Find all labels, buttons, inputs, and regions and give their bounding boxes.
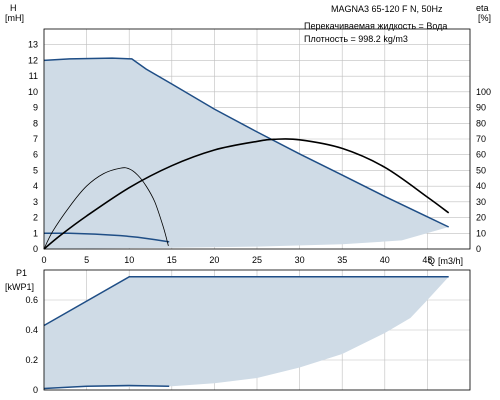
x-axis-unit: [m3/h] (438, 256, 463, 266)
bottom-plot-frame (43, 269, 471, 391)
p1-tick-label: 0.4 (25, 325, 38, 335)
x-tick-label: 30 (295, 255, 305, 265)
max-head-curve (43, 57, 450, 228)
y2-tick-label: 80 (476, 118, 486, 128)
y-tick-label: 10 (28, 87, 38, 97)
p1-tick-label: 0.6 (25, 295, 38, 305)
x-tick-label: 10 (124, 255, 134, 265)
y-tick-label: 1 (33, 228, 38, 238)
y-axis-label: H (10, 3, 17, 13)
top-tick-labels: 0 5 10 15 20 25 30 35 40 450123456789101112130102… (28, 40, 491, 265)
y2-tick-label: 70 (476, 134, 486, 144)
x-tick-label: 15 (167, 255, 177, 265)
y2-tick-label: 10 (476, 228, 486, 238)
power-plot (43, 269, 471, 391)
y2-tick-label: 60 (476, 150, 486, 160)
y-tick-label: 3 (33, 197, 38, 207)
top-plot-frame (43, 28, 471, 250)
y-tick-label: 9 (33, 103, 38, 113)
efficiency-max-curve (43, 138, 450, 250)
efficiency-min-curve (43, 167, 169, 250)
p1-axis-unit: [kWP1] (5, 282, 34, 292)
annotation-fluid: Перекачиваемая жидкость = Вода (304, 21, 447, 31)
y-tick-label: 12 (28, 55, 38, 65)
y2-tick-label: 20 (476, 213, 486, 223)
y2-tick-label: 40 (476, 181, 486, 191)
annotation-density: Плотность = 998.2 kg/m3 (304, 34, 408, 44)
x-tick-label: 25 (252, 255, 262, 265)
y-tick-label: 8 (33, 118, 38, 128)
y-tick-label: 13 (28, 40, 38, 50)
power-min-curve (43, 384, 170, 390)
chart-title: MAGNA3 65-120 F N, 50Hz (331, 4, 443, 14)
y2-tick-label: 90 (476, 103, 486, 113)
y-tick-label: 0 (33, 244, 38, 254)
x-tick-label: 20 (209, 255, 219, 265)
x-tick-label: 0 (41, 255, 46, 265)
y-tick-label: 2 (33, 213, 38, 223)
p1-axis-label: P1 (16, 268, 27, 278)
bottom-tick-labels: 0 0.2 0.4 0.6 (25, 295, 38, 395)
y2-tick-label: 0 (476, 244, 481, 254)
p1-tick-label: 0 (33, 385, 38, 395)
y-tick-label: 11 (29, 71, 38, 81)
head-efficiency-plot (43, 28, 471, 250)
y-tick-label: 7 (33, 134, 38, 144)
y-tick-label: 4 (33, 181, 38, 191)
y2-tick-label: 50 (476, 165, 486, 175)
y2-axis-label: eta (476, 3, 489, 13)
x-tick-label: 45 (422, 255, 432, 265)
power-operating-area (44, 276, 449, 390)
x-tick-label: 35 (337, 255, 347, 265)
y2-tick-label: 100 (476, 87, 491, 97)
y2-axis-unit: [%] (478, 13, 491, 23)
y2-tick-label: 30 (476, 197, 486, 207)
y-tick-label: 5 (33, 165, 38, 175)
y-axis-unit: [mH] (5, 13, 24, 23)
x-axis-label: Q (428, 256, 435, 266)
p1-tick-label: 0.2 (25, 355, 38, 365)
x-tick-label: 40 (380, 255, 390, 265)
power-max-curve (43, 276, 449, 327)
min-head-curve (44, 232, 170, 243)
operating-area (44, 58, 449, 249)
x-tick-label: 5 (84, 255, 89, 265)
y-tick-label: 6 (33, 150, 38, 160)
